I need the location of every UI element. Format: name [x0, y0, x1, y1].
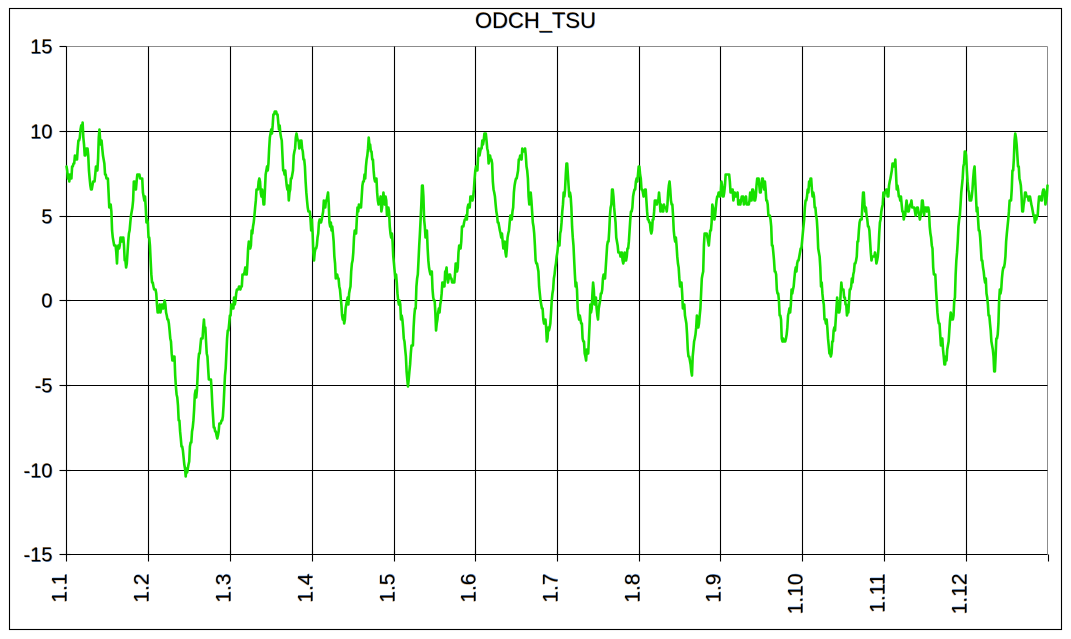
svg-text:ODCH_TSU: ODCH_TSU	[475, 8, 596, 33]
svg-text:10: 10	[30, 122, 52, 144]
svg-text:1.3: 1.3	[213, 574, 236, 603]
svg-text:-10: -10	[24, 461, 53, 483]
svg-text:1.2: 1.2	[131, 574, 154, 603]
svg-text:1.6: 1.6	[458, 574, 481, 603]
svg-text:1.1: 1.1	[49, 574, 72, 603]
svg-text:-5: -5	[35, 376, 53, 398]
svg-text:1.10: 1.10	[785, 574, 808, 615]
svg-text:1.5: 1.5	[377, 574, 400, 603]
svg-text:1.12: 1.12	[949, 574, 972, 615]
svg-text:0: 0	[41, 291, 52, 313]
svg-text:1.4: 1.4	[295, 573, 318, 603]
svg-text:1.11: 1.11	[867, 574, 890, 613]
svg-text:1.7: 1.7	[540, 574, 563, 603]
svg-text:-15: -15	[24, 545, 53, 567]
svg-text:15: 15	[30, 37, 52, 59]
svg-text:1.9: 1.9	[703, 574, 726, 603]
svg-text:5: 5	[41, 207, 52, 229]
svg-text:1.8: 1.8	[622, 574, 645, 603]
